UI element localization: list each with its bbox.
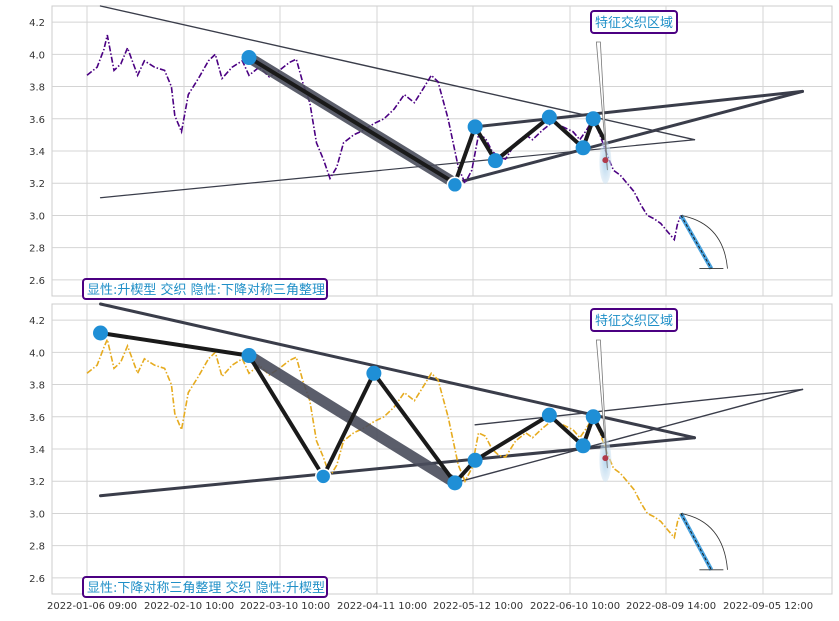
projection-arc <box>680 513 728 570</box>
y-tick-label: 3.6 <box>29 115 45 126</box>
intersection-marker <box>602 157 609 164</box>
top-panel-price <box>86 34 682 242</box>
x-tick-label: 2022-04-11 10:00 <box>337 601 427 612</box>
bottom-panel-extras <box>595 339 728 571</box>
bottom-panel-price <box>86 336 682 540</box>
projection-arc <box>680 215 728 269</box>
pivot-point <box>541 407 557 423</box>
y-tick-label: 2.6 <box>29 276 45 287</box>
price-series-line <box>86 336 682 540</box>
trendline <box>99 139 696 199</box>
x-tick-label: 2022-01-06 09:00 <box>47 601 137 612</box>
projection-line <box>680 215 712 269</box>
bottom-panel-label-box <box>82 576 328 598</box>
pivot-point <box>575 438 591 454</box>
pivot-point <box>467 119 483 135</box>
bottom-panel-label-text: 显性:下降对称三角整理 交织 隐性:升楔型 <box>87 580 325 596</box>
top-panel-callout: 特征交织区域 <box>590 10 678 34</box>
top-panel-extras <box>595 41 728 270</box>
pivot-point <box>241 50 257 66</box>
projection-line <box>680 513 712 571</box>
price-series-line <box>86 34 682 242</box>
y-tick-label: 3.0 <box>29 211 45 222</box>
callout-pointer <box>595 41 608 171</box>
bottom-panel-callout-text: 特征交织区域 <box>595 313 673 329</box>
pivot-point <box>467 452 483 468</box>
y-tick-label: 3.0 <box>29 509 45 520</box>
x-tick-label: 2022-02-10 10:00 <box>144 601 234 612</box>
trendline <box>473 89 804 129</box>
top-panel: 2.6 2.8 3.0 3.2 3.4 3.6 3.8 4.0 4.2 特征交织区域 显性:升楔… <box>29 5 833 300</box>
top-panel-callout-text: 特征交织区域 <box>595 15 673 31</box>
y-tick-label: 3.4 <box>29 445 45 456</box>
y-tick-label: 4.0 <box>29 348 45 359</box>
x-tick-label: 2022-08-09 14:00 <box>626 601 716 612</box>
top-panel-label: 显性:升楔型 交织 隐性:下降对称三角整理 <box>82 278 328 300</box>
x-tick-label: 2022-03-10 10:00 <box>240 601 330 612</box>
callout-pointer <box>595 339 608 469</box>
trendline <box>453 89 804 185</box>
trendline <box>99 436 696 498</box>
x-tick-label: 2022-05-12 10:00 <box>433 601 523 612</box>
y-tick-label: 4.0 <box>29 50 45 61</box>
pivot-point <box>366 365 382 381</box>
pivot-point <box>446 176 464 194</box>
top-panel-trendlines <box>99 5 804 199</box>
pivot-point <box>487 153 503 169</box>
bottom-panel-callout: 特征交织区域 <box>590 308 678 332</box>
x-tick-label: 2022-06-10 10:00 <box>530 601 620 612</box>
bottom-panel-pattern <box>93 325 606 491</box>
pivot-point <box>241 348 257 364</box>
y-tick-label: 4.2 <box>29 316 45 327</box>
pivot-point <box>585 409 601 425</box>
x-tick-label: 2022-09-05 12:00 <box>723 601 813 612</box>
pivot-point <box>575 140 591 156</box>
y-tick-label: 3.2 <box>29 477 45 488</box>
top-panel-label-text: 显性:升楔型 交织 隐性:下降对称三角整理 <box>87 282 325 298</box>
top-panel-pattern <box>241 50 606 194</box>
pattern-zigzag <box>98 331 606 485</box>
y-tick-label: 2.6 <box>29 574 45 585</box>
pivot-point <box>314 468 332 485</box>
pivot-point <box>93 325 108 341</box>
top-panel-y-ticks: 2.6 2.8 3.0 3.2 3.4 3.6 3.8 4.0 4.2 <box>29 18 45 287</box>
y-tick-label: 3.6 <box>29 413 45 424</box>
intersection-marker <box>602 455 609 462</box>
pivot-point <box>541 109 557 125</box>
bottom-panel: 2.6 2.8 3.0 3.2 3.4 3.6 3.8 4.0 4.2 特征交织区域 显性:下降… <box>29 302 833 598</box>
trendline <box>454 388 804 484</box>
x-axis-tick-labels: 2022-01-06 09:00 2022-02-10 10:00 2022-03-… <box>47 601 813 612</box>
top-panel-callout-box <box>590 10 678 34</box>
pivot-point <box>447 475 463 491</box>
y-tick-label: 3.4 <box>29 147 45 158</box>
pivot-point <box>585 111 601 127</box>
y-tick-label: 4.2 <box>29 18 45 29</box>
bottom-panel-callout-box <box>590 308 678 332</box>
y-tick-label: 3.8 <box>29 83 45 94</box>
y-tick-label: 3.2 <box>29 179 45 190</box>
top-panel-label-box <box>82 278 328 300</box>
y-tick-label: 3.8 <box>29 381 45 392</box>
trendline <box>474 388 804 426</box>
y-tick-label: 2.8 <box>29 542 45 553</box>
y-tick-label: 2.8 <box>29 244 45 255</box>
bottom-panel-y-ticks: 2.6 2.8 3.0 3.2 3.4 3.6 3.8 4.0 4.2 <box>29 316 45 585</box>
bottom-panel-label: 显性:下降对称三角整理 交织 隐性:升楔型 <box>82 576 328 598</box>
